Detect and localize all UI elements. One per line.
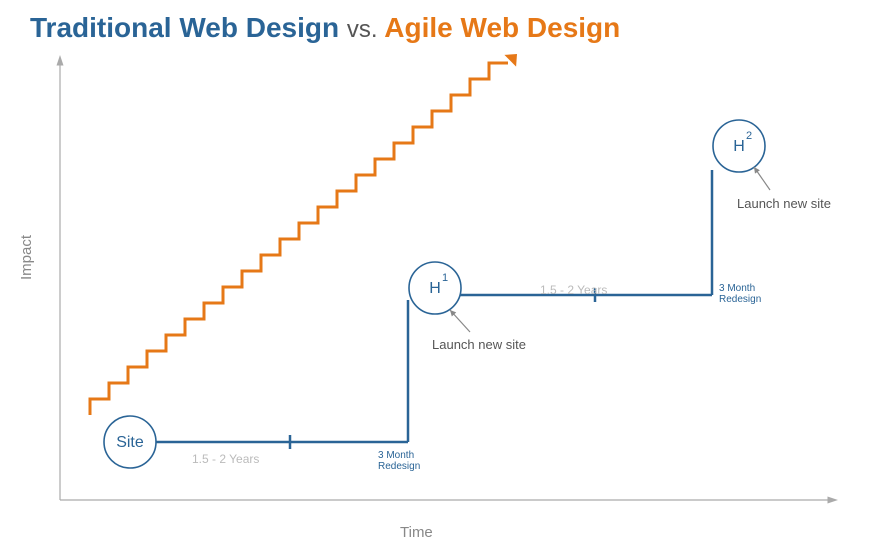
chart-svg: SiteH1H2: [0, 0, 875, 549]
redesign-label-0: 3 MonthRedesign: [378, 450, 420, 472]
svg-text:2: 2: [746, 130, 752, 142]
launch-label-1: Launch new site: [737, 196, 831, 211]
duration-label-0: 1.5 - 2 Years: [192, 452, 259, 466]
svg-text:1: 1: [442, 272, 448, 284]
svg-text:Site: Site: [116, 434, 144, 451]
launch-label-0: Launch new site: [432, 337, 526, 352]
svg-text:H: H: [429, 280, 441, 297]
redesign-label-1: 3 MonthRedesign: [719, 283, 761, 305]
duration-label-1: 1.5 - 2 Years: [540, 283, 607, 297]
svg-text:H: H: [733, 138, 745, 155]
